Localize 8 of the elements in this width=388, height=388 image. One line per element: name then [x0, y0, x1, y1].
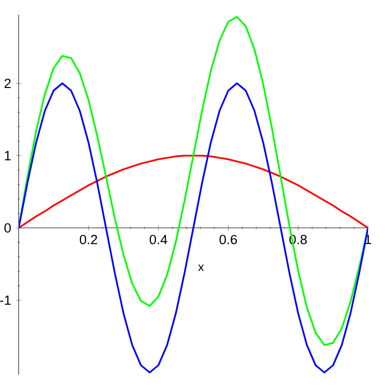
- x-tick-label: 0.2: [80, 234, 98, 244]
- y-tick-label: -1: [0, 296, 11, 305]
- x-tick-label: 0.6: [220, 234, 237, 244]
- x-tick-label: 0.4: [150, 234, 168, 244]
- x-axis-title: x: [198, 264, 204, 271]
- y-tick-label: 2: [4, 78, 11, 88]
- y-tick-label: 0: [4, 223, 11, 233]
- y-tick-label: 1: [4, 151, 11, 160]
